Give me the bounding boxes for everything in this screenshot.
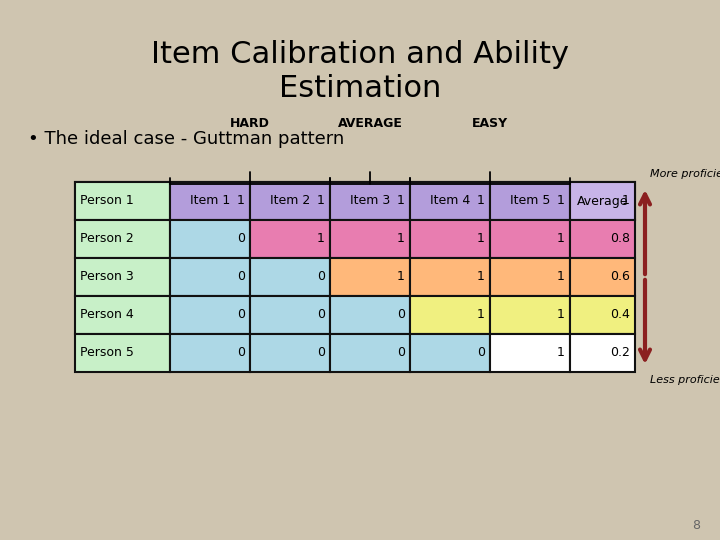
Bar (410, 296, 490, 334)
Text: 1: 1 (397, 194, 405, 207)
Text: Person 3: Person 3 (80, 271, 134, 284)
Text: Item 5: Item 5 (510, 194, 550, 207)
Text: 1: 1 (317, 194, 325, 207)
Text: HARD: HARD (230, 117, 270, 130)
Bar (170, 182, 250, 220)
Text: 1: 1 (317, 233, 325, 246)
Bar (75, 220, 170, 258)
Text: Item 3: Item 3 (350, 194, 390, 207)
Text: 1: 1 (477, 233, 485, 246)
Text: 8: 8 (692, 519, 700, 532)
Text: More proficient: More proficient (650, 169, 720, 179)
Bar (75, 334, 170, 372)
Text: Less proficient: Less proficient (650, 375, 720, 385)
Bar (410, 334, 490, 372)
Text: EASY: EASY (472, 117, 508, 130)
Text: Person 5: Person 5 (80, 347, 134, 360)
Bar (490, 220, 570, 258)
Text: 1: 1 (477, 271, 485, 284)
Bar (330, 182, 410, 220)
Text: Average: Average (577, 194, 629, 207)
Bar (170, 182, 250, 220)
Bar (570, 258, 635, 296)
Bar (170, 296, 250, 334)
Text: 0.6: 0.6 (610, 271, 630, 284)
Text: 0: 0 (317, 308, 325, 321)
Bar (170, 258, 250, 296)
Text: 1: 1 (557, 194, 565, 207)
Bar (75, 258, 170, 296)
Text: Item Calibration and Ability
Estimation: Item Calibration and Ability Estimation (151, 40, 569, 103)
Bar (170, 334, 250, 372)
Bar (570, 334, 635, 372)
Text: 1: 1 (397, 233, 405, 246)
Text: 1: 1 (622, 194, 630, 207)
Bar (570, 182, 635, 220)
Bar (250, 334, 330, 372)
Bar (330, 220, 410, 258)
Text: 0: 0 (237, 233, 245, 246)
Bar (250, 182, 330, 220)
Bar (570, 296, 635, 334)
Text: 0.2: 0.2 (610, 347, 630, 360)
Bar (410, 182, 490, 220)
Bar (330, 182, 410, 220)
Bar (410, 258, 490, 296)
Bar (490, 182, 570, 220)
Bar (330, 334, 410, 372)
Text: 0.4: 0.4 (610, 308, 630, 321)
Text: 1: 1 (557, 347, 565, 360)
Text: Person 1: Person 1 (80, 194, 134, 207)
Bar (490, 334, 570, 372)
Text: 0: 0 (237, 271, 245, 284)
Bar (570, 220, 635, 258)
Text: 0: 0 (237, 308, 245, 321)
Bar (75, 182, 170, 220)
Text: Person 4: Person 4 (80, 308, 134, 321)
Text: 0: 0 (397, 347, 405, 360)
Bar (490, 296, 570, 334)
Bar (330, 258, 410, 296)
Bar (250, 296, 330, 334)
Bar (250, 258, 330, 296)
Text: • The ideal case - Guttman pattern: • The ideal case - Guttman pattern (28, 130, 344, 148)
Text: 0: 0 (317, 347, 325, 360)
Bar (75, 182, 170, 220)
Text: AVERAGE: AVERAGE (338, 117, 402, 130)
Bar (330, 296, 410, 334)
Text: Item 2: Item 2 (270, 194, 310, 207)
Text: 0: 0 (397, 308, 405, 321)
Bar (250, 220, 330, 258)
Text: 1: 1 (397, 271, 405, 284)
Text: 1: 1 (237, 194, 245, 207)
Bar (410, 182, 490, 220)
Text: 1: 1 (477, 194, 485, 207)
Text: Item 1: Item 1 (190, 194, 230, 207)
Bar (75, 296, 170, 334)
Text: 1: 1 (557, 271, 565, 284)
Text: Person 2: Person 2 (80, 233, 134, 246)
Text: 0: 0 (317, 271, 325, 284)
Text: 0: 0 (477, 347, 485, 360)
Text: Item 4: Item 4 (430, 194, 470, 207)
Bar (490, 258, 570, 296)
Bar (410, 220, 490, 258)
Bar (250, 182, 330, 220)
Text: 0: 0 (237, 347, 245, 360)
Bar (490, 182, 570, 220)
Text: 1: 1 (557, 308, 565, 321)
Bar (170, 220, 250, 258)
Bar (570, 182, 635, 220)
Text: 0.8: 0.8 (610, 233, 630, 246)
Text: 1: 1 (477, 308, 485, 321)
Text: 1: 1 (557, 233, 565, 246)
